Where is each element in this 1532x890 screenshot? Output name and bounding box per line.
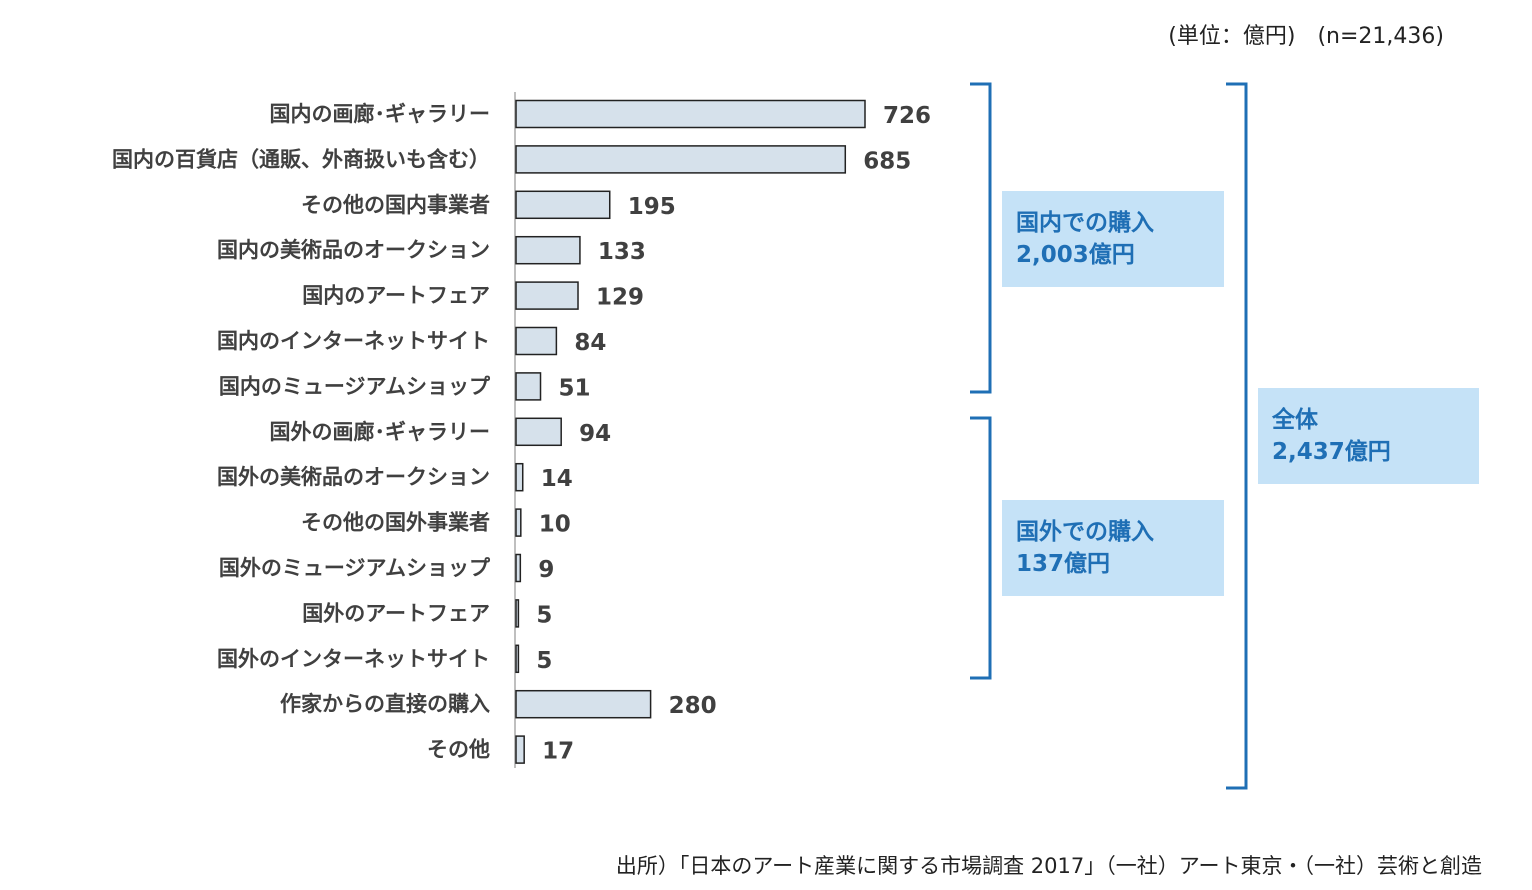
category-label: 国内のアートフェア [302,284,490,308]
value-label: 84 [574,330,606,356]
bar [515,281,579,310]
bar [515,190,611,220]
category-label: 国外の美術品のオークション [217,465,490,489]
value-label: 685 [863,148,911,174]
category-label: 国内の美術品のオークション [217,238,490,262]
bar [515,735,525,764]
category-label: 国内のミュージアムショップ [219,374,491,398]
bar [515,145,847,174]
bar [515,644,520,674]
bar [515,553,522,583]
value-label: 5 [536,602,552,628]
total-bracket [1226,82,1248,790]
bar [515,99,866,129]
value-label: 133 [598,239,646,265]
value-label: 51 [559,375,591,401]
bar [515,689,652,719]
category-label: 国外のアートフェア [302,601,490,625]
value-label: 280 [669,693,717,719]
bar [515,599,520,628]
value-label: 9 [538,557,554,583]
domestic-total-value: 2,003億円 [1016,242,1135,268]
bar [515,326,558,356]
category-label: 国内の画廊･ギャラリー [270,102,491,126]
overseas-bracket [970,416,992,680]
brackets-layer [970,82,1248,790]
value-label: 5 [536,648,552,674]
category-label: 作家からの直接の購入 [280,692,490,716]
value-label: 10 [539,512,571,538]
overseas-total-label: 国外での購入 [1016,519,1154,545]
category-label: 国外の画廊･ギャラリー [270,420,491,444]
value-label: 14 [541,466,573,492]
source-note: 出所）「日本のアート産業に関する市場調査 2017」（一社）アート東京・（一社）… [615,854,1482,878]
domestic-total-box: 国内での購入 2,003億円 [1002,191,1224,287]
bar [515,372,542,401]
overall-total-label: 全体 [1272,407,1318,433]
domestic-bracket [970,82,992,394]
category-label: その他 [427,738,490,762]
value-label: 195 [628,194,676,220]
bar [515,417,562,447]
category-label: 国外のミュージアムショップ [219,556,491,580]
bars-layer: 国内の画廊･ギャラリー 726 国内の百貨店（通販、外商扱いも含む） 685 その他の国… [112,99,931,765]
domestic-total-label: 国内での購入 [1016,210,1154,236]
overall-total-box: 全体 2,437億円 [1258,388,1479,484]
overseas-total-value: 137億円 [1016,551,1111,577]
overseas-total-box: 国外での購入 137億円 [1002,500,1224,596]
category-label: 国内のインターネットサイト [217,329,490,353]
value-label: 94 [579,421,611,447]
bar [515,235,581,265]
value-label: 17 [542,739,574,765]
category-label: 国内の百貨店（通販、外商扱いも含む） [112,147,490,171]
category-label: その他の国外事業者 [301,511,490,535]
category-label: 国外のインターネットサイト [217,647,490,671]
overall-total-value: 2,437億円 [1272,439,1391,465]
value-label: 129 [596,285,644,311]
bar [515,462,524,492]
value-label: 726 [883,103,931,129]
unit-note: (単位：億円) (n=21,436) [1168,24,1444,49]
category-label: その他の国内事業者 [301,193,490,217]
bar [515,508,522,537]
